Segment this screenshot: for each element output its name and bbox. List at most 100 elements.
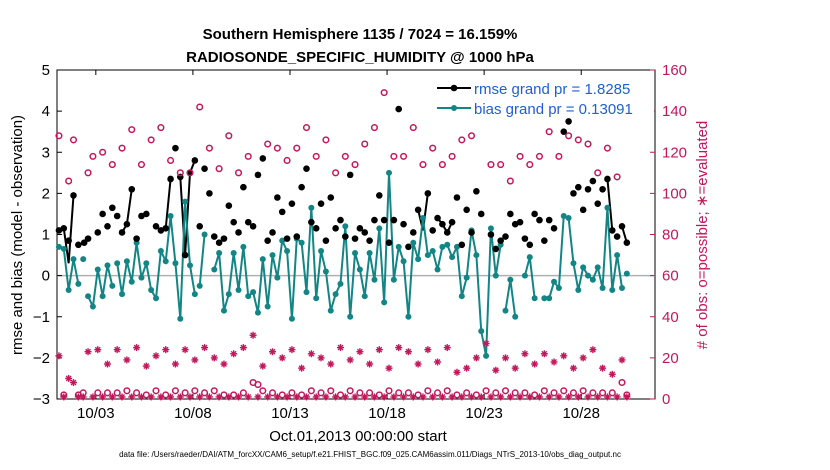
- bias-point: [196, 282, 203, 289]
- rmse-point: [487, 231, 495, 238]
- bias-point: [157, 247, 164, 254]
- obs-evaluated-point: [603, 393, 611, 401]
- asterisk-stroke: [619, 356, 625, 363]
- obs-evaluated-point: [448, 393, 456, 401]
- rmse-point: [99, 210, 106, 218]
- rmse-point: [128, 185, 136, 193]
- rmse-point: [152, 222, 160, 230]
- obs-possible-point: [133, 389, 141, 397]
- obs-evaluated-point: [215, 393, 223, 401]
- obs-possible-point: [307, 387, 315, 395]
- y-tick-label: −2: [33, 350, 50, 367]
- obs-possible-point: [463, 389, 471, 397]
- obs-evaluated-point: [569, 364, 577, 372]
- rmse-point: [215, 239, 223, 247]
- bias-point: [366, 250, 373, 257]
- obs-evaluated-point: [249, 331, 257, 339]
- asterisk-stroke: [245, 393, 252, 400]
- rmse-point: [536, 216, 543, 224]
- legend-rmse-label: rmse grand pr = 1.8285: [474, 81, 630, 98]
- obs-evaluated-point: [594, 393, 602, 401]
- obs-possible-point: [283, 156, 291, 165]
- bias-point: [114, 260, 121, 267]
- obs-possible-point: [448, 152, 456, 160]
- asterisk-stroke: [361, 393, 368, 400]
- asterisk-stroke: [259, 363, 266, 370]
- obs-possible-point: [467, 132, 476, 140]
- rmse-point: [424, 190, 432, 197]
- asterisk-stroke: [157, 393, 164, 400]
- x-axis-label: Oct.01,2013 00:00:00 start: [269, 428, 447, 445]
- rmse-point: [264, 237, 271, 244]
- bias-point: [386, 169, 393, 176]
- rmse-point: [463, 206, 470, 214]
- asterisk-stroke: [75, 393, 82, 400]
- bias-point: [85, 293, 92, 300]
- asterisk-stroke: [216, 393, 223, 400]
- obs-possible-point: [404, 389, 412, 397]
- obs-evaluated-point: [235, 393, 243, 401]
- rmse-point: [283, 235, 291, 242]
- bias-point: [220, 307, 227, 314]
- rmse-point: [497, 237, 504, 244]
- asterisk-stroke: [356, 348, 363, 355]
- bias-point: [216, 250, 223, 257]
- rmse-point: [473, 188, 480, 195]
- rmse-point: [206, 190, 213, 197]
- obs-possible-point: [492, 389, 500, 397]
- asterisk-stroke: [454, 369, 460, 376]
- asterisk-stroke: [517, 393, 524, 400]
- asterisk-stroke: [536, 393, 543, 400]
- rmse-point: [244, 218, 252, 226]
- obs-possible-point: [346, 387, 354, 395]
- obs-evaluated-point: [230, 350, 238, 358]
- asterisk-stroke: [250, 332, 257, 339]
- asterisk-stroke: [230, 350, 237, 357]
- asterisk-stroke: [153, 352, 159, 359]
- obs-evaluated-point: [400, 393, 408, 401]
- y-right-tick-label: 100: [662, 185, 687, 202]
- obs-evaluated-point: [201, 344, 209, 352]
- legend-bias-label: bias grand pr = 0.13091: [474, 101, 633, 118]
- bias-point: [172, 260, 179, 267]
- obs-evaluated-point: [366, 360, 374, 368]
- obs-possible-point: [370, 124, 378, 132]
- rmse-point: [380, 216, 388, 224]
- asterisk-stroke: [449, 393, 456, 400]
- obs-evaluated-point: [453, 368, 461, 376]
- chart-subtitle: RADIOSONDE_SPECIFIC_HUMIDITY @ 1000 hPa: [186, 49, 534, 66]
- bias-point: [80, 256, 87, 263]
- bias-point: [400, 258, 407, 265]
- rmse-point: [594, 200, 602, 207]
- obs-possible-point: [55, 132, 63, 140]
- asterisk-stroke: [589, 346, 596, 353]
- asterisk-stroke: [531, 361, 538, 367]
- obs-possible-point: [482, 387, 490, 395]
- asterisk-stroke: [70, 379, 77, 386]
- asterisk-stroke: [570, 365, 577, 372]
- obs-evaluated-point: [535, 393, 543, 401]
- bias-point: [429, 247, 436, 254]
- asterisk-stroke: [201, 344, 208, 351]
- bias-point: [521, 272, 528, 279]
- asterisk-stroke: [225, 393, 232, 400]
- asterisk-stroke: [492, 367, 499, 374]
- obs-evaluated-point: [302, 393, 310, 401]
- bias-point: [589, 276, 596, 283]
- bias-point: [390, 276, 397, 283]
- bias-point: [269, 252, 276, 259]
- rmse-point: [317, 200, 325, 207]
- obs-possible-point: [108, 161, 116, 169]
- rmse-point: [293, 233, 301, 240]
- obs-possible-point: [293, 144, 301, 152]
- obs-evaluated-point: [79, 393, 87, 401]
- obs-evaluated-point: [317, 354, 325, 362]
- asterisk-stroke: [507, 393, 514, 400]
- obs-possible-point: [594, 169, 602, 177]
- legend-bias-marker: [451, 105, 457, 111]
- asterisk-stroke: [109, 393, 116, 400]
- obs-possible-point: [322, 136, 330, 144]
- obs-evaluated-point: [351, 393, 359, 401]
- bias-point: [288, 315, 295, 322]
- asterisk-stroke: [376, 346, 383, 353]
